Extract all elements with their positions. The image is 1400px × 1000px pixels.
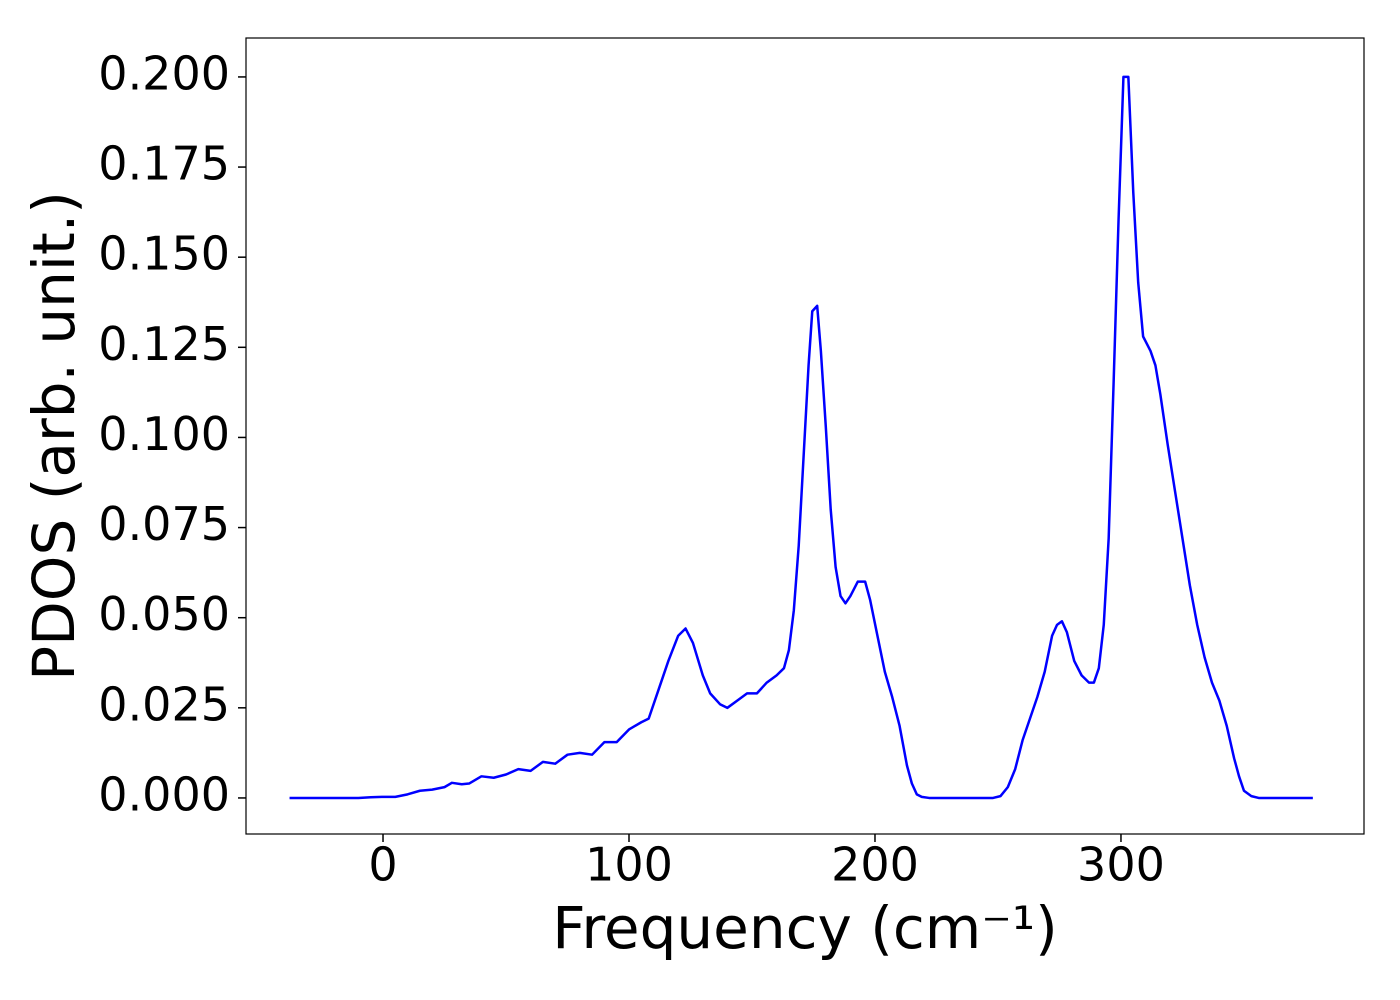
y-tick-label: 0.150 <box>98 227 230 281</box>
y-tick-label: 0.100 <box>98 407 230 461</box>
data-line <box>289 75 1313 800</box>
y-tick-label: 0.200 <box>98 46 230 100</box>
x-tick-label: 100 <box>585 838 673 892</box>
y-axis-label: PDOS (arb. unit.) <box>20 191 88 681</box>
x-tick-label: 300 <box>1077 838 1165 892</box>
y-tick-label: 0.025 <box>98 677 230 731</box>
x-tick-label: 0 <box>368 838 397 892</box>
x-tick-label: 200 <box>831 838 919 892</box>
y-tick-label: 0.000 <box>98 767 230 821</box>
y-tick-label: 0.175 <box>98 137 230 191</box>
plot-frame <box>245 37 1365 835</box>
y-tick-label: 0.125 <box>98 317 230 371</box>
x-axis-label: Frequency (cm⁻¹) <box>552 894 1058 962</box>
y-tick-label: 0.050 <box>98 587 230 641</box>
y-tick-label: 0.075 <box>98 497 230 551</box>
